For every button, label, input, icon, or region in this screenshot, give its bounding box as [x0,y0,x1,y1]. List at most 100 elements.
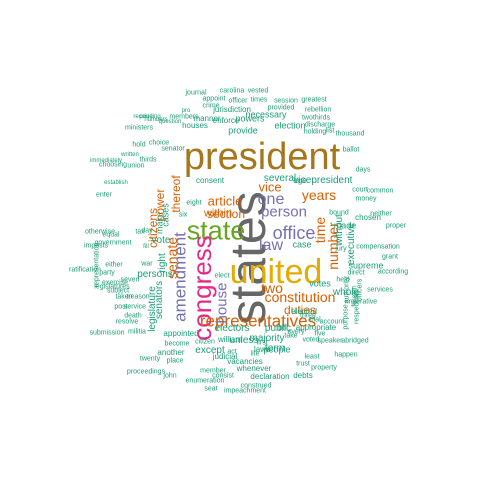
word-holding: holding [303,128,327,136]
word-two: two [261,280,283,296]
word-enforce: enforce [212,116,240,125]
word-respective: respective [353,292,361,324]
word-first: first [256,339,268,347]
word-imposts: imposts [83,242,109,250]
word-construed: construed [240,382,272,390]
word-times: times [250,96,268,104]
word-unless: unless [229,335,259,346]
word-either: either [105,261,123,269]
word-war: war [141,260,153,268]
word-thereof: thereof [169,175,183,213]
word-declaration: declaration [250,372,290,381]
word-law: law [258,237,284,254]
word-vested: vested [247,87,269,95]
word-years: years [301,187,337,203]
word-right: right [157,253,168,273]
word-post: post [114,303,128,311]
word-become: become [164,340,190,348]
word-vacancies: vacancies [227,357,263,366]
word-happen: happen [334,351,358,359]
word-government: government [94,239,132,247]
word-receive: receive [133,114,153,120]
word-services: services [367,286,393,294]
word-members: members [169,113,199,121]
word-elected: elected [291,307,317,316]
word-party: party [99,269,115,277]
word-choice: choice [148,139,170,147]
word-immediately: immediately [89,158,123,164]
word-public: public [264,323,292,334]
word-vice: vice [258,179,282,195]
word-enter: enter [96,191,112,199]
word-pro: pro [181,108,191,114]
word-elect: elect [214,272,230,280]
word-twothirds: twothirds [301,114,331,122]
word-trust: trust [296,360,310,368]
word-appropriate: appropriate [295,323,337,332]
word-question: question [158,119,182,125]
word-account: account [319,318,345,326]
word-bill: bill [278,323,288,332]
word-consent: consent [195,176,225,185]
word-duties: duties [283,303,317,317]
word-proper: proper [385,222,407,230]
word-choosing: choosing [98,161,128,169]
word-equal: equal [102,231,120,239]
word-greatest: greatest [301,96,327,104]
word-place: place [166,357,184,365]
word-five: five [314,330,326,338]
word-manner: manner [193,114,221,123]
word-numbers: numbers [144,117,168,123]
word-court: court [352,186,368,194]
word-thirds: thirds [139,156,157,164]
word-every: every [287,328,305,336]
word-day: day [141,227,153,235]
word-one: one [257,191,285,208]
word-cases: cases [160,203,171,227]
word-constitution: constitution [264,289,336,305]
word-john: john [163,372,177,380]
word-without: without [334,214,345,246]
word-pending: pending [139,114,161,120]
word-session: session [274,97,298,105]
word-election: election [274,120,306,131]
word-taken: taken [115,293,133,301]
word-money: money [355,195,377,203]
word-another: another [157,348,185,357]
word-bound: bound [329,209,349,217]
word-chosen: chosen [355,213,381,222]
word-made: made [333,220,357,231]
word-according: according [377,268,409,276]
word-carolina: carolina [219,87,245,95]
word-majority: majority [249,333,285,344]
word-direct: direct [347,269,365,277]
word-least: least [304,353,320,361]
word-united: united [229,253,323,291]
word-senator: senator [161,145,185,153]
word-persons: persons [137,269,173,280]
word-provide: provide [228,125,258,136]
word-senators: senators [154,280,165,320]
word-article: article [207,193,243,209]
word-section: section [206,207,246,221]
word-journal: journal [185,89,207,97]
word-discharge: discharge [304,121,336,129]
word-william: william [218,335,242,344]
word-person: person [261,203,307,221]
word-treason: treason [126,293,150,301]
word-ballot: ballot [342,146,360,154]
word-president: president [183,136,341,178]
word-militia: militia [128,328,146,336]
word-resolve: resolve [115,318,139,326]
word-term: term [265,343,285,354]
word-six: six [178,211,188,219]
word-jury: jury [335,245,347,253]
word-vote: vote [151,235,171,246]
word-appoint: appoint [202,95,226,103]
word-ministers: ministers [124,124,154,132]
word-impeachment: impeachment [223,387,267,395]
word-member: member [200,367,226,375]
word-whole: whole [332,287,360,298]
word-votes: votes [309,278,331,289]
